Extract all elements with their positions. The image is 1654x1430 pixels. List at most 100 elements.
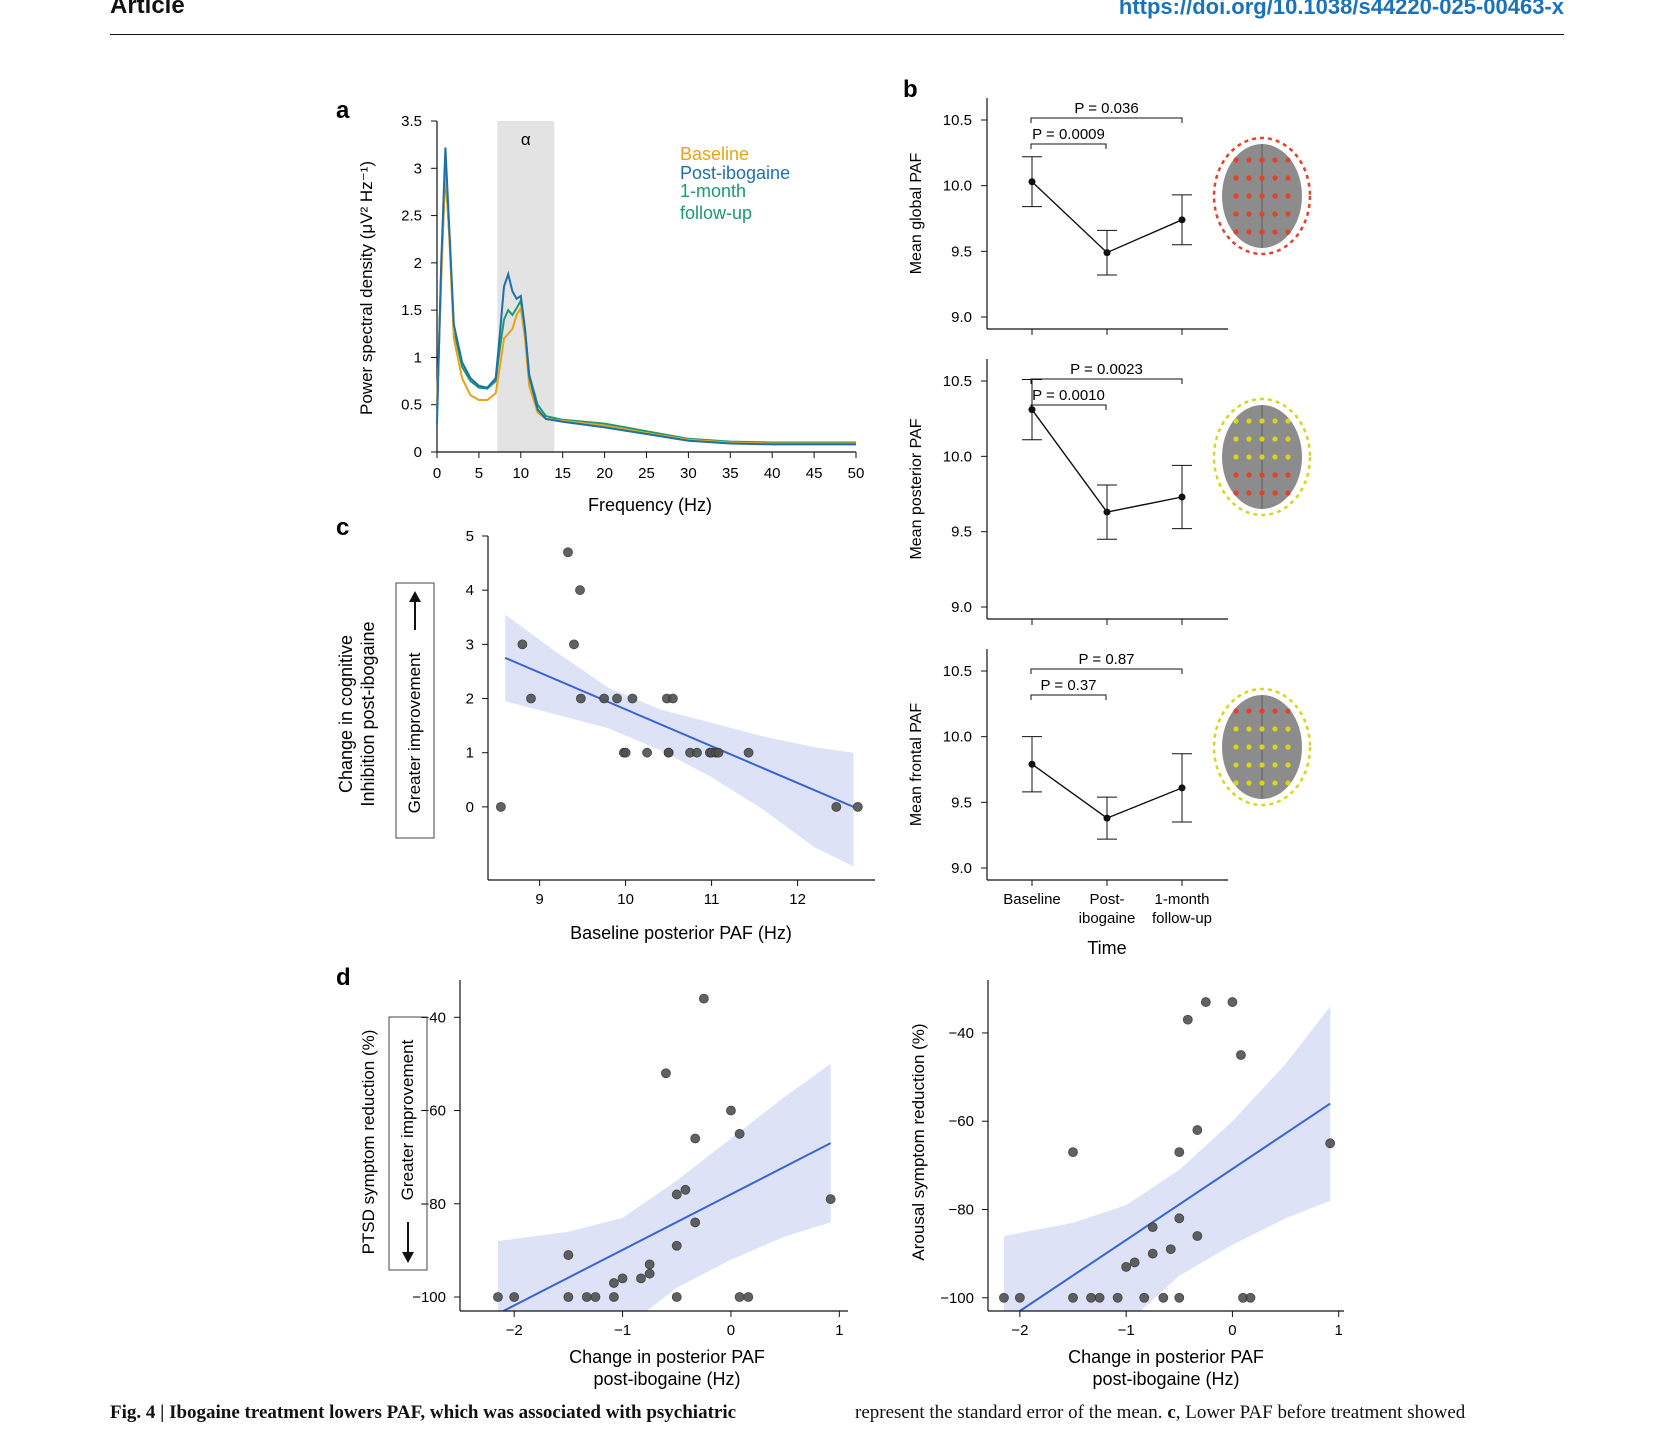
electrode-dot <box>1285 708 1291 714</box>
x-tick-label: 10 <box>512 465 529 482</box>
data-point <box>1086 1292 1096 1303</box>
y-tick-label: 9.5 <box>951 794 972 811</box>
y-axis-label: Mean posterior PAF <box>908 418 925 559</box>
electrode-dot <box>1272 744 1278 750</box>
significance-bracket <box>1030 117 1183 123</box>
significance-bracket <box>1030 694 1107 700</box>
electrode-dot <box>1272 708 1278 714</box>
y-axis-label: Power spectral density (μV² Hz⁻¹) <box>357 161 376 415</box>
data-point <box>627 693 638 704</box>
x-tick-label: 25 <box>638 465 655 482</box>
y-tick-label: −80 <box>421 1196 446 1213</box>
electrode-dot <box>1259 744 1265 750</box>
x-tick-label: 30 <box>680 465 697 482</box>
electrode-dot <box>1246 211 1252 217</box>
electrode-dot <box>1233 708 1239 714</box>
electrode-dot <box>1246 726 1252 732</box>
data-point <box>608 1292 619 1302</box>
electrode-dot <box>1285 472 1291 478</box>
data-point <box>1147 1248 1158 1259</box>
arrow-up-head-icon <box>409 591 421 602</box>
brain-outline-dots <box>1212 136 1312 256</box>
data-point <box>1068 1147 1078 1158</box>
data-point <box>569 639 579 650</box>
y-tick-label: −40 <box>421 1009 446 1026</box>
mean-point <box>1028 760 1036 768</box>
y-tick-label: 2 <box>466 691 474 708</box>
electrode-dot <box>1246 744 1252 750</box>
data-point <box>1112 1292 1123 1303</box>
legend-entry: follow-up <box>680 203 752 223</box>
y-axis-label-line1: Change in cognitive <box>336 635 356 793</box>
y-tick-label: −60 <box>421 1103 446 1120</box>
electrode-dot <box>1233 418 1239 424</box>
y-tick-label: 3 <box>414 160 422 177</box>
arrow-down-head-icon <box>402 1252 414 1263</box>
mean-point <box>1028 178 1036 186</box>
data-point <box>509 1292 520 1302</box>
y-tick-label: 10.5 <box>943 373 972 390</box>
category-label: 1-month <box>1154 891 1209 908</box>
data-point <box>1139 1292 1150 1303</box>
data-point <box>1227 997 1238 1007</box>
electrode-dot <box>1285 726 1291 732</box>
panel-b-subplot-1: 9.0 9.5 10.0 10.5 Mean posterior PAF P = 0.00… <box>908 359 1312 625</box>
data-point <box>608 1278 619 1288</box>
electrode-dot <box>1259 175 1265 181</box>
electrode-dot <box>1272 418 1278 424</box>
y-tick-label: 10.0 <box>943 729 972 746</box>
x-axis-label-line2: post-ibogaine (Hz) <box>1092 1369 1239 1389</box>
data-point <box>1094 1292 1105 1303</box>
mean-point <box>1028 406 1036 414</box>
p-value-label: P = 0.87 <box>1078 651 1134 668</box>
p-value-label: P = 0.0023 <box>1070 361 1143 378</box>
data-point <box>671 1292 682 1302</box>
legend-entry: Baseline <box>680 144 749 164</box>
data-point <box>1147 1222 1158 1233</box>
doi-link[interactable]: https://doi.org/10.1038/s44220-025-00463… <box>1118 0 1564 19</box>
electrode-dot <box>1285 211 1291 217</box>
panel-d-left: −2 −1 0 1 −40 −60 −80 −100 Change in posterior P… <box>359 980 848 1389</box>
confidence-band <box>505 614 854 867</box>
electrode-dot <box>1285 436 1291 442</box>
electrode-dot <box>1272 175 1278 181</box>
x-axis-label: Baseline posterior PAF (Hz) <box>570 923 792 943</box>
confidence-band <box>1003 1006 1331 1311</box>
y-tick-label: 9.0 <box>951 309 972 326</box>
electrode-dot <box>1259 490 1265 496</box>
electrode-dot <box>1233 229 1239 235</box>
electrode-dot <box>1233 780 1239 786</box>
caption-right: represent the standard error of the mean… <box>855 1402 1466 1423</box>
x-axis-label-line1: Change in posterior PAF <box>1068 1347 1264 1367</box>
journal-label: Article <box>110 0 185 19</box>
y-tick-label: 5 <box>466 528 474 545</box>
y-axis-label: Arousal symptom reduction (%) <box>909 1023 928 1260</box>
electrode-dot <box>1246 157 1252 163</box>
panel-b-xaxis: Baseline Post-ibogaine 1-month follow-up Tim… <box>1003 891 1212 958</box>
electrode-dot <box>1272 211 1278 217</box>
electrode-dot <box>1233 193 1239 199</box>
confidence-band <box>497 1063 831 1311</box>
data-point <box>726 1105 736 1116</box>
x-tick-label: −1 <box>614 1322 631 1339</box>
electrode-dot <box>1259 454 1265 460</box>
electrode-dot <box>1233 211 1239 217</box>
electrode-dot <box>1259 211 1265 217</box>
electrode-dot <box>1285 490 1291 496</box>
electrode-dot <box>1246 708 1252 714</box>
significance-bracket <box>1030 378 1183 384</box>
mean-point <box>1103 814 1111 822</box>
electrode-dot <box>1246 490 1252 496</box>
data-point <box>612 693 622 704</box>
electrode-dot <box>1246 472 1252 478</box>
x-tick-label: 15 <box>554 465 571 482</box>
electrode-dot <box>1285 229 1291 235</box>
legend-entry: 1-month <box>680 181 746 201</box>
electrode-dot <box>1272 726 1278 732</box>
data-point <box>1121 1261 1132 1272</box>
data-point <box>563 1250 574 1260</box>
y-axis-label-line2: Inhibition post-ibogaine <box>358 621 378 806</box>
significance-bracket <box>1030 668 1183 674</box>
electrode-dot <box>1246 780 1252 786</box>
data-point <box>563 1292 574 1302</box>
